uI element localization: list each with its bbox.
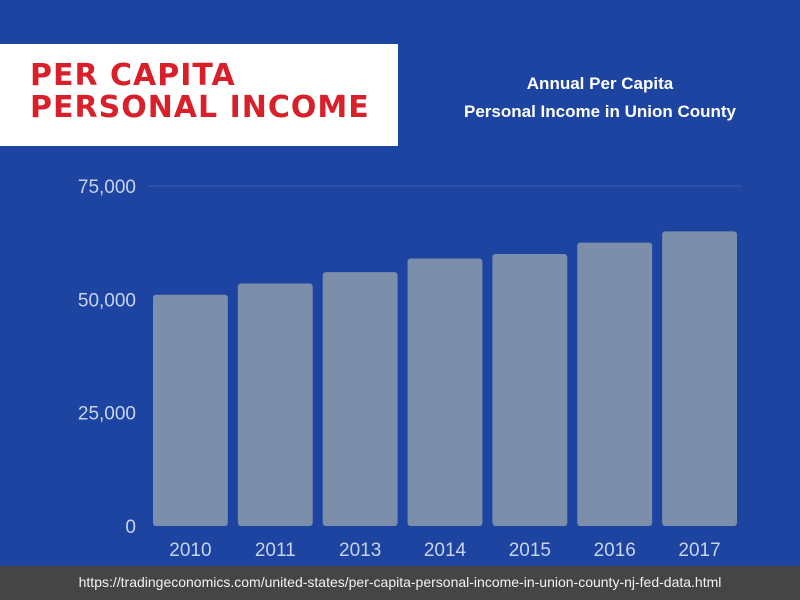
bar bbox=[237, 283, 313, 526]
bar-chart: 0 25,000 50,000 75,000 2010 2011 2013 2014 2015 2… bbox=[78, 177, 742, 561]
bar bbox=[153, 294, 228, 526]
bar bbox=[577, 242, 653, 526]
bar bbox=[322, 272, 398, 526]
chart-title: Annual Per Capita Personal Income in Uni… bbox=[420, 70, 780, 126]
x-tick-label: 2014 bbox=[424, 540, 467, 561]
page-title: PER CAPITA PERSONAL INCOME bbox=[30, 60, 370, 124]
page-title-line2: PERSONAL INCOME bbox=[30, 90, 370, 125]
y-tick-label: 0 bbox=[125, 517, 136, 538]
x-tick-label: 2013 bbox=[339, 540, 381, 561]
y-tick-label: 75,000 bbox=[78, 177, 136, 198]
bar bbox=[492, 254, 568, 526]
footer-bar: https://tradingeconomics.com/united-stat… bbox=[0, 566, 800, 600]
source-url[interactable]: https://tradingeconomics.com/united-stat… bbox=[78, 574, 722, 590]
title-box: PER CAPITA PERSONAL INCOME bbox=[0, 44, 398, 146]
x-tick-label: 2010 bbox=[169, 540, 211, 561]
chart-title-line1: Annual Per Capita bbox=[526, 74, 674, 93]
x-tick-label: 2015 bbox=[509, 540, 551, 561]
chart-title-line2: Personal Income in Union County bbox=[463, 102, 737, 121]
x-tick-label: 2017 bbox=[678, 540, 720, 561]
bar bbox=[662, 231, 737, 527]
x-tick-label: 2011 bbox=[255, 540, 296, 561]
y-tick-label: 25,000 bbox=[78, 404, 136, 425]
bar bbox=[407, 258, 483, 526]
x-tick-label: 2016 bbox=[594, 540, 636, 561]
y-tick-label: 50,000 bbox=[78, 290, 136, 311]
page-title-line1: PER CAPITA bbox=[30, 58, 236, 93]
